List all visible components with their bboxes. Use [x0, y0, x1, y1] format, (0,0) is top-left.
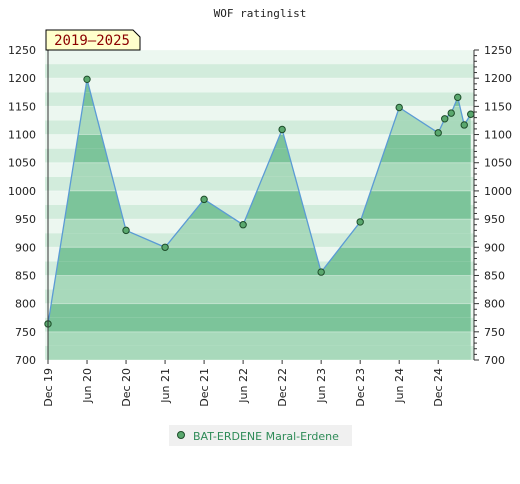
y-tick-label-right: 850: [484, 269, 505, 282]
y-tick-label-right: 900: [484, 241, 505, 254]
data-point: [122, 226, 130, 235]
area-band: [48, 317, 471, 332]
background-band: [45, 162, 474, 177]
y-tick-label-right: 800: [484, 298, 505, 311]
x-tick-label: Jun 22: [237, 368, 250, 404]
x-tick-label: Jun 24: [393, 368, 406, 404]
x-tick-label: Jun 23: [315, 368, 328, 404]
y-tick-label-left: 700: [15, 354, 36, 367]
date-range-badge-text: 2019–2025: [54, 33, 130, 49]
data-point: [317, 268, 325, 276]
data-point: [356, 218, 364, 226]
y-tick-label-right: 1250: [484, 44, 512, 57]
data-point: [434, 129, 442, 137]
x-tick-label: Dec 23: [354, 368, 367, 407]
legend-marker: [177, 431, 185, 439]
x-tick-label: Dec 24: [432, 368, 445, 407]
x-tick-label: Dec 21: [198, 368, 211, 407]
background-band: [45, 148, 474, 163]
y-tick-label-right: 700: [484, 354, 505, 367]
x-tick-label: Dec 20: [120, 368, 133, 407]
area-band: [48, 205, 471, 220]
series-line: [47, 79, 472, 325]
background-band: [45, 50, 474, 65]
y-tick-label-right: 1200: [484, 72, 512, 85]
background-band: [45, 134, 474, 149]
background-band: [45, 64, 474, 79]
x-tick-label: Jun 20: [81, 368, 94, 404]
chart-title: WOF ratinglist: [214, 7, 307, 20]
area-band: [48, 345, 471, 360]
data-point: [441, 115, 449, 123]
data-point: [467, 110, 475, 118]
data-point: [200, 195, 208, 204]
area-band: [48, 219, 471, 234]
y-tick-label-right: 750: [484, 326, 505, 339]
data-point: [454, 93, 462, 102]
y-tick-label-right: 1050: [484, 157, 512, 170]
y-tick-label-left: 1000: [8, 185, 36, 198]
y-tick-label-left: 950: [15, 213, 36, 226]
y-tick-label-left: 1200: [8, 72, 36, 85]
data-point: [83, 75, 91, 84]
y-tick-label-left: 1150: [8, 100, 36, 113]
area-band: [48, 289, 471, 304]
x-tick-label: Jun 21: [159, 368, 172, 404]
legend-box: [169, 425, 352, 446]
x-tick-label: Dec 22: [276, 368, 289, 407]
y-tick-label-left: 850: [15, 269, 36, 282]
y-tick-label-left: 1100: [8, 129, 36, 142]
area-band: [48, 261, 471, 276]
area-band: [48, 233, 471, 248]
background-band: [45, 78, 474, 93]
legend-label: BAT-ERDENE Maral-Erdene: [193, 430, 339, 443]
y-tick-label-right: 1000: [484, 185, 512, 198]
area-band: [48, 275, 471, 290]
y-tick-label-left: 800: [15, 298, 36, 311]
legend: BAT-ERDENE Maral-Erdene: [169, 425, 352, 446]
data-point: [239, 221, 247, 229]
area-band: [48, 331, 471, 346]
data-point: [161, 243, 169, 251]
background-band: [45, 106, 474, 121]
x-tick-label: Dec 19: [42, 368, 55, 407]
y-tick-label-left: 900: [15, 241, 36, 254]
data-point: [278, 125, 286, 134]
data-point: [395, 103, 403, 112]
y-tick-label-left: 1050: [8, 157, 36, 170]
area-band: [48, 303, 471, 318]
background-band: [45, 120, 474, 135]
area-band: [48, 247, 471, 262]
background-band: [45, 92, 474, 107]
y-tick-label-right: 1100: [484, 129, 512, 142]
y-tick-label-right: 1150: [484, 100, 512, 113]
date-range-badge-box: [45, 29, 141, 51]
date-range-badge: 2019–2025: [45, 29, 141, 51]
y-tick-label-left: 750: [15, 326, 36, 339]
y-tick-label-left: 1250: [8, 44, 36, 57]
data-point: [447, 109, 455, 117]
area-band: [48, 190, 471, 205]
y-tick-label-right: 950: [484, 213, 505, 226]
data-point: [460, 121, 468, 129]
